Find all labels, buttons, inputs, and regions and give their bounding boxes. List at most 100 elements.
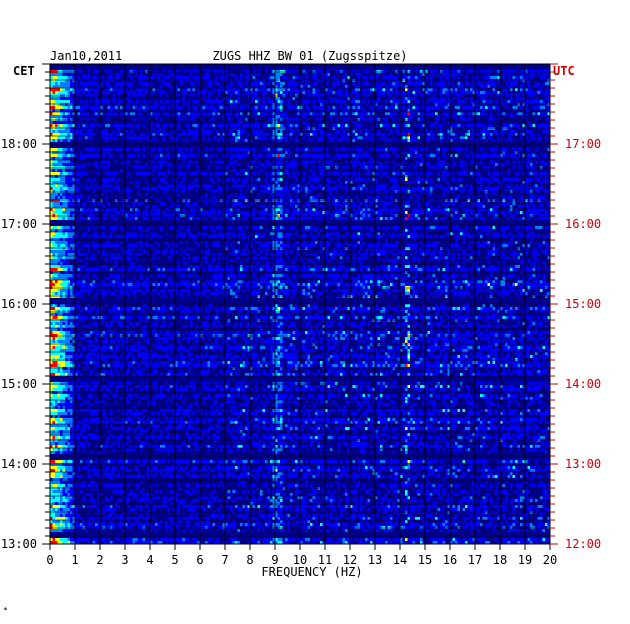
heatmap-cell bbox=[205, 106, 208, 109]
heatmap-cell bbox=[195, 76, 198, 79]
heatmap-cell bbox=[395, 178, 398, 181]
heatmap-cell bbox=[140, 202, 143, 205]
heatmap-cell bbox=[330, 133, 333, 136]
heatmap-cell bbox=[432, 106, 435, 109]
heatmap-cell bbox=[67, 133, 70, 136]
heatmap-cell bbox=[87, 112, 90, 115]
heatmap-cell bbox=[155, 106, 158, 109]
heatmap-cell bbox=[257, 178, 260, 181]
heatmap-cell bbox=[145, 91, 148, 94]
heatmap-cell bbox=[392, 187, 395, 190]
heatmap-cell bbox=[197, 91, 200, 94]
heatmap-cell bbox=[167, 217, 170, 220]
heatmap-cell bbox=[52, 121, 55, 124]
heatmap-cell bbox=[300, 76, 303, 79]
heatmap-cell bbox=[307, 109, 310, 112]
heatmap-cell bbox=[317, 178, 320, 181]
heatmap-cell bbox=[167, 133, 170, 136]
heatmap-cell bbox=[527, 130, 530, 133]
heatmap-cell bbox=[427, 154, 430, 157]
heatmap-cell bbox=[60, 112, 63, 115]
heatmap-cell bbox=[295, 82, 298, 85]
heatmap-cell bbox=[462, 172, 465, 175]
heatmap-cell bbox=[132, 133, 135, 136]
heatmap-cell bbox=[487, 85, 490, 88]
heatmap-cell bbox=[420, 133, 423, 136]
heatmap-cell bbox=[207, 91, 210, 94]
heatmap-cell bbox=[485, 133, 488, 136]
heatmap-cell bbox=[107, 163, 110, 166]
heatmap-cell bbox=[450, 100, 453, 103]
heatmap-cell bbox=[95, 76, 98, 79]
heatmap-cell bbox=[442, 97, 445, 100]
heatmap-cell bbox=[142, 106, 145, 109]
heatmap-cell bbox=[247, 73, 250, 76]
heatmap-cell bbox=[155, 130, 158, 133]
heatmap-cell bbox=[392, 172, 395, 175]
heatmap-cell bbox=[162, 76, 165, 79]
heatmap-cell bbox=[377, 91, 380, 94]
heatmap-cell bbox=[130, 217, 133, 220]
heatmap-cell bbox=[287, 85, 290, 88]
heatmap-cell bbox=[535, 211, 538, 214]
heatmap-cell bbox=[95, 97, 98, 100]
heatmap-cell bbox=[300, 85, 303, 88]
heatmap-cell bbox=[535, 178, 538, 181]
heatmap-cell bbox=[500, 130, 503, 133]
heatmap-cell bbox=[442, 100, 445, 103]
heatmap-cell bbox=[412, 187, 415, 190]
heatmap-cell bbox=[57, 172, 60, 175]
heatmap-cell bbox=[337, 217, 340, 220]
heatmap-cell bbox=[425, 106, 428, 109]
heatmap-cell bbox=[80, 133, 83, 136]
heatmap-cell bbox=[455, 196, 458, 199]
heatmap-cell bbox=[62, 196, 65, 199]
heatmap-cell bbox=[405, 97, 408, 100]
heatmap-cell bbox=[362, 109, 365, 112]
heatmap-cell bbox=[235, 76, 238, 79]
heatmap-cell bbox=[65, 130, 68, 133]
heatmap-cell bbox=[62, 100, 65, 103]
heatmap-cell bbox=[355, 148, 358, 151]
heatmap-cell bbox=[470, 85, 473, 88]
heatmap-cell bbox=[505, 148, 508, 151]
heatmap-cell bbox=[360, 115, 363, 118]
heatmap-cell bbox=[110, 106, 113, 109]
heatmap-cell bbox=[170, 226, 173, 229]
heatmap-cell bbox=[470, 88, 473, 91]
heatmap-cell bbox=[125, 130, 128, 133]
heatmap-cell bbox=[465, 163, 468, 166]
heatmap-cell bbox=[252, 226, 255, 229]
heatmap-cell bbox=[275, 97, 278, 100]
heatmap-cell bbox=[242, 124, 245, 127]
heatmap-cell bbox=[50, 91, 53, 94]
heatmap-cell bbox=[187, 130, 190, 133]
heatmap-cell bbox=[332, 211, 335, 214]
heatmap-cell bbox=[387, 88, 390, 91]
heatmap-cell bbox=[237, 112, 240, 115]
heatmap-cell bbox=[70, 133, 73, 136]
heatmap-cell bbox=[182, 139, 185, 142]
heatmap-cell bbox=[95, 82, 98, 85]
heatmap-cell bbox=[67, 163, 70, 166]
heatmap-cell bbox=[117, 73, 120, 76]
heatmap-cell bbox=[62, 106, 65, 109]
heatmap-cell bbox=[335, 211, 338, 214]
heatmap-cell bbox=[145, 187, 148, 190]
heatmap-cell bbox=[385, 139, 388, 142]
heatmap-cell bbox=[115, 76, 118, 79]
heatmap-cell bbox=[152, 217, 155, 220]
heatmap-cell bbox=[70, 154, 73, 157]
heatmap-cell bbox=[450, 91, 453, 94]
heatmap-cell bbox=[535, 85, 538, 88]
heatmap-cell bbox=[305, 148, 308, 151]
heatmap-cell bbox=[107, 178, 110, 181]
heatmap-cell bbox=[487, 133, 490, 136]
heatmap-cell bbox=[237, 226, 240, 229]
heatmap-cell bbox=[87, 133, 90, 136]
heatmap-cell bbox=[355, 187, 358, 190]
heatmap-cell bbox=[512, 130, 515, 133]
heatmap-cell bbox=[322, 73, 325, 76]
heatmap-cell bbox=[477, 133, 480, 136]
heatmap-cell bbox=[482, 85, 485, 88]
